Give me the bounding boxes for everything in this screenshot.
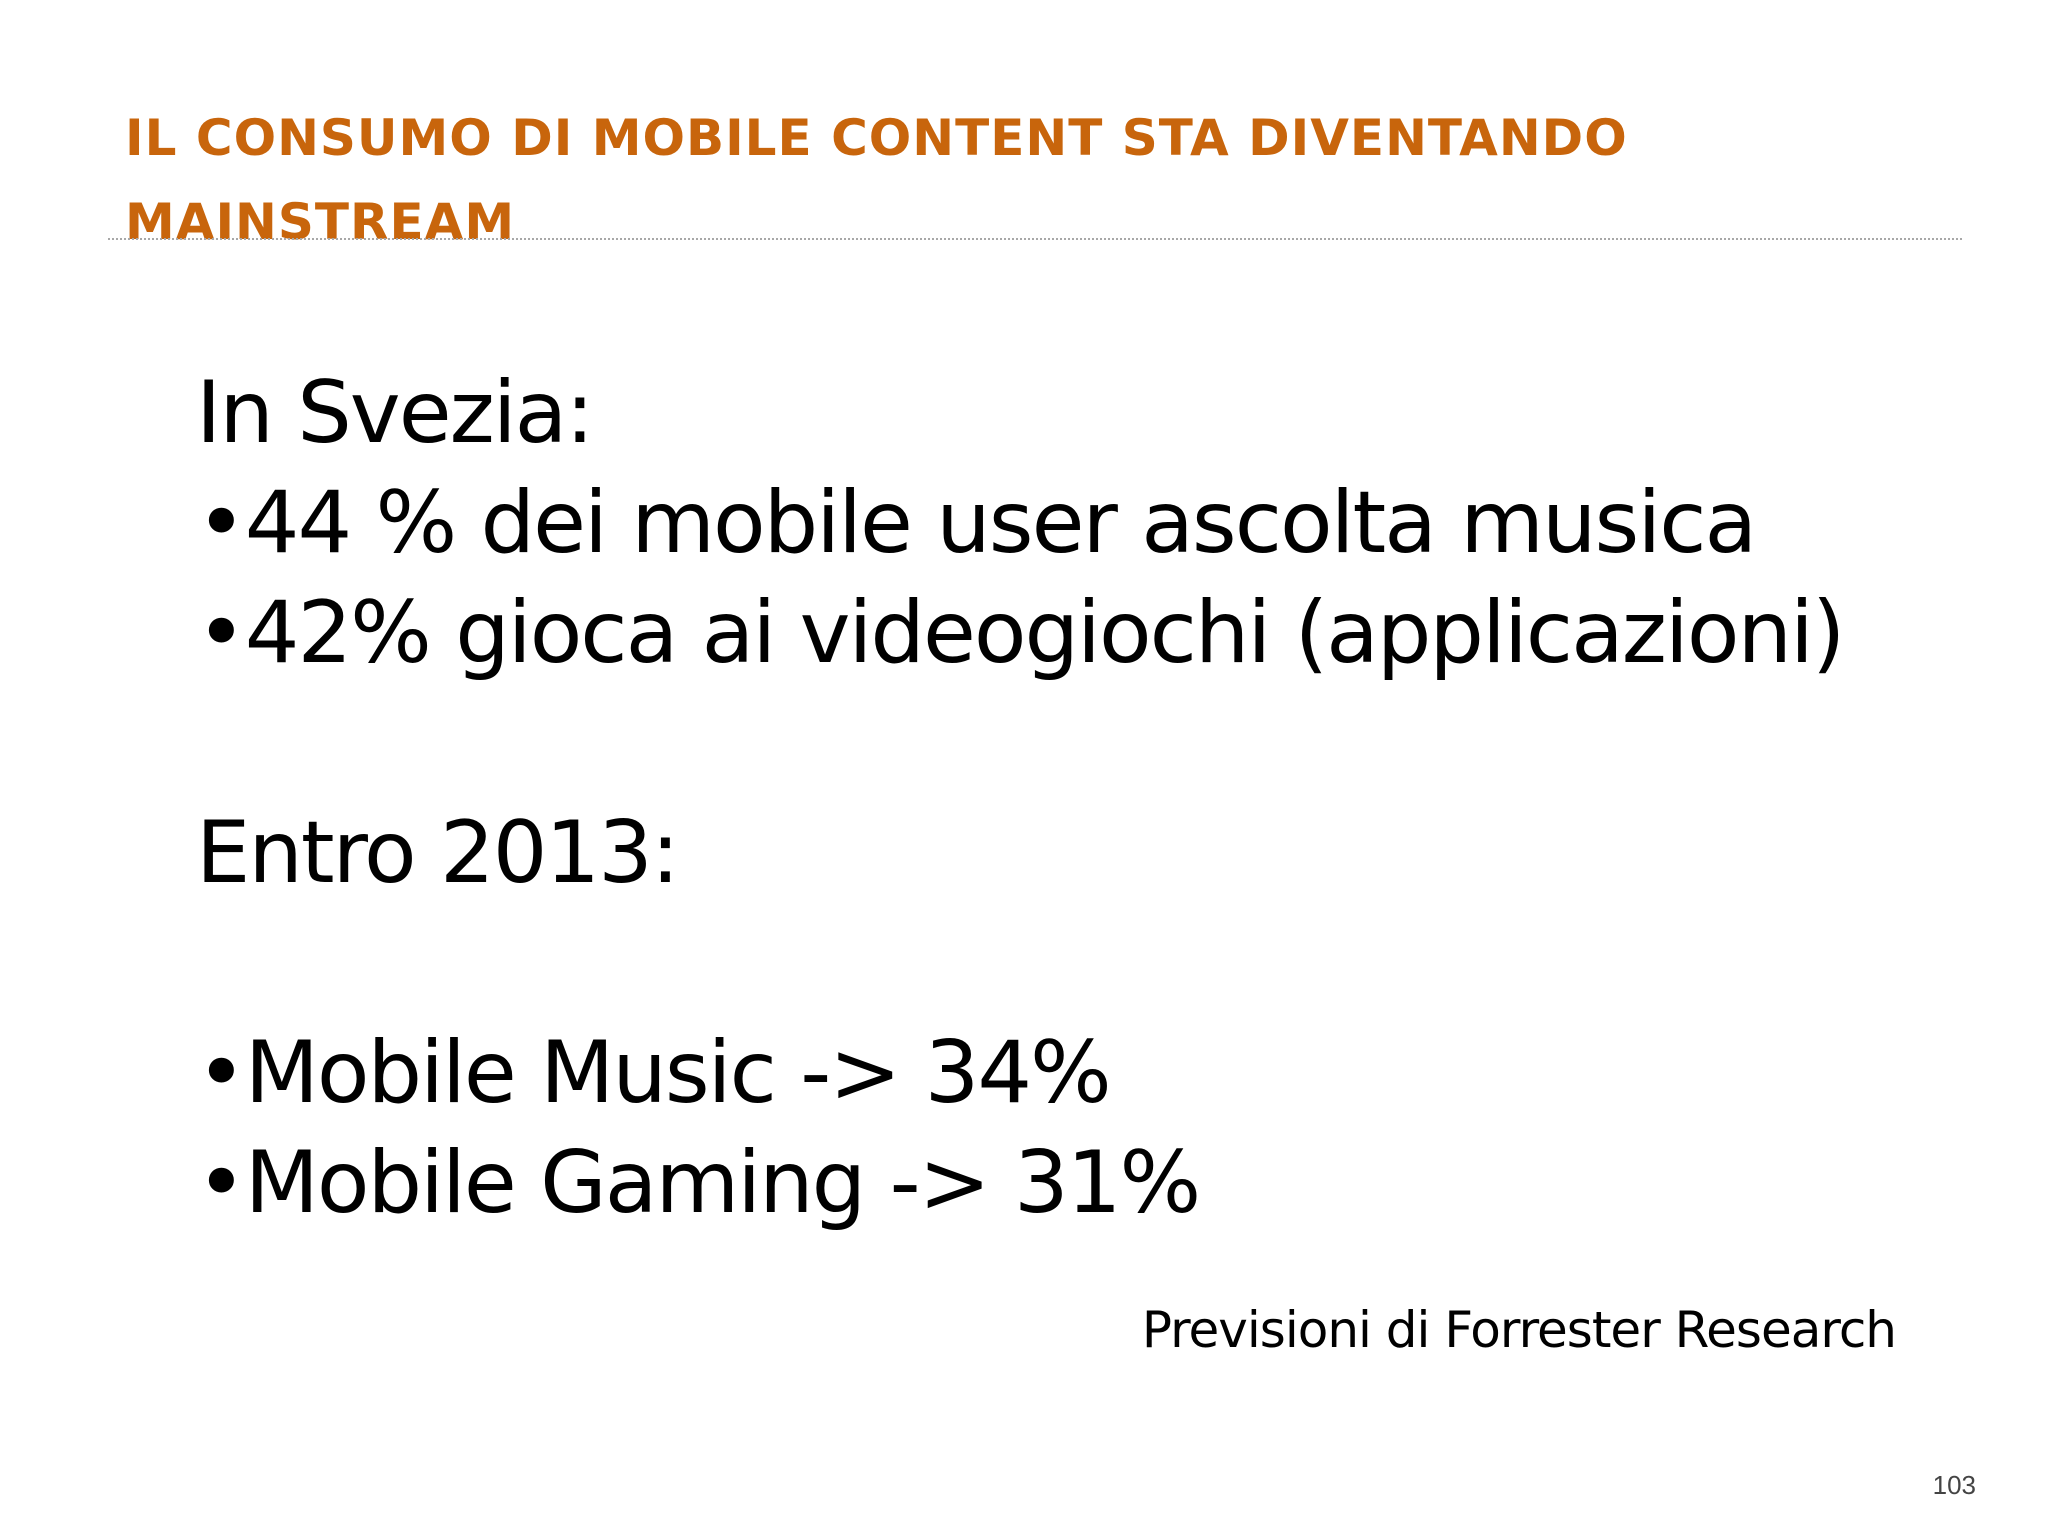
slide-title-line-2: MAINSTREAM [125, 193, 516, 251]
forecast-bullet-gaming: •Mobile Gaming -> 31% [196, 1133, 1201, 1233]
forecast-heading: Entro 2013: [196, 803, 680, 903]
slide-title: IL CONSUMO DI MOBILE CONTENT STA DIVENTA… [125, 96, 1825, 264]
source-credit: Previsioni di Forrester Research [1141, 1301, 1897, 1359]
blank-line [196, 688, 1976, 798]
sweden-bullet-gaming: •42% gioca ai videogiochi (applicazioni) [196, 583, 1845, 683]
sweden-heading: In Svezia: [196, 363, 594, 463]
slide-body: In Svezia: •44 % dei mobile user ascolta… [196, 358, 1976, 1238]
sweden-bullet-music: •44 % dei mobile user ascolta musica [196, 473, 1757, 573]
title-divider [108, 238, 1962, 240]
blank-line [196, 908, 1976, 1018]
page-number: 103 [1932, 1470, 1976, 1500]
slide-title-line-1: IL CONSUMO DI MOBILE CONTENT STA DIVENTA… [125, 109, 1628, 167]
forecast-bullet-music: •Mobile Music -> 34% [196, 1023, 1112, 1123]
